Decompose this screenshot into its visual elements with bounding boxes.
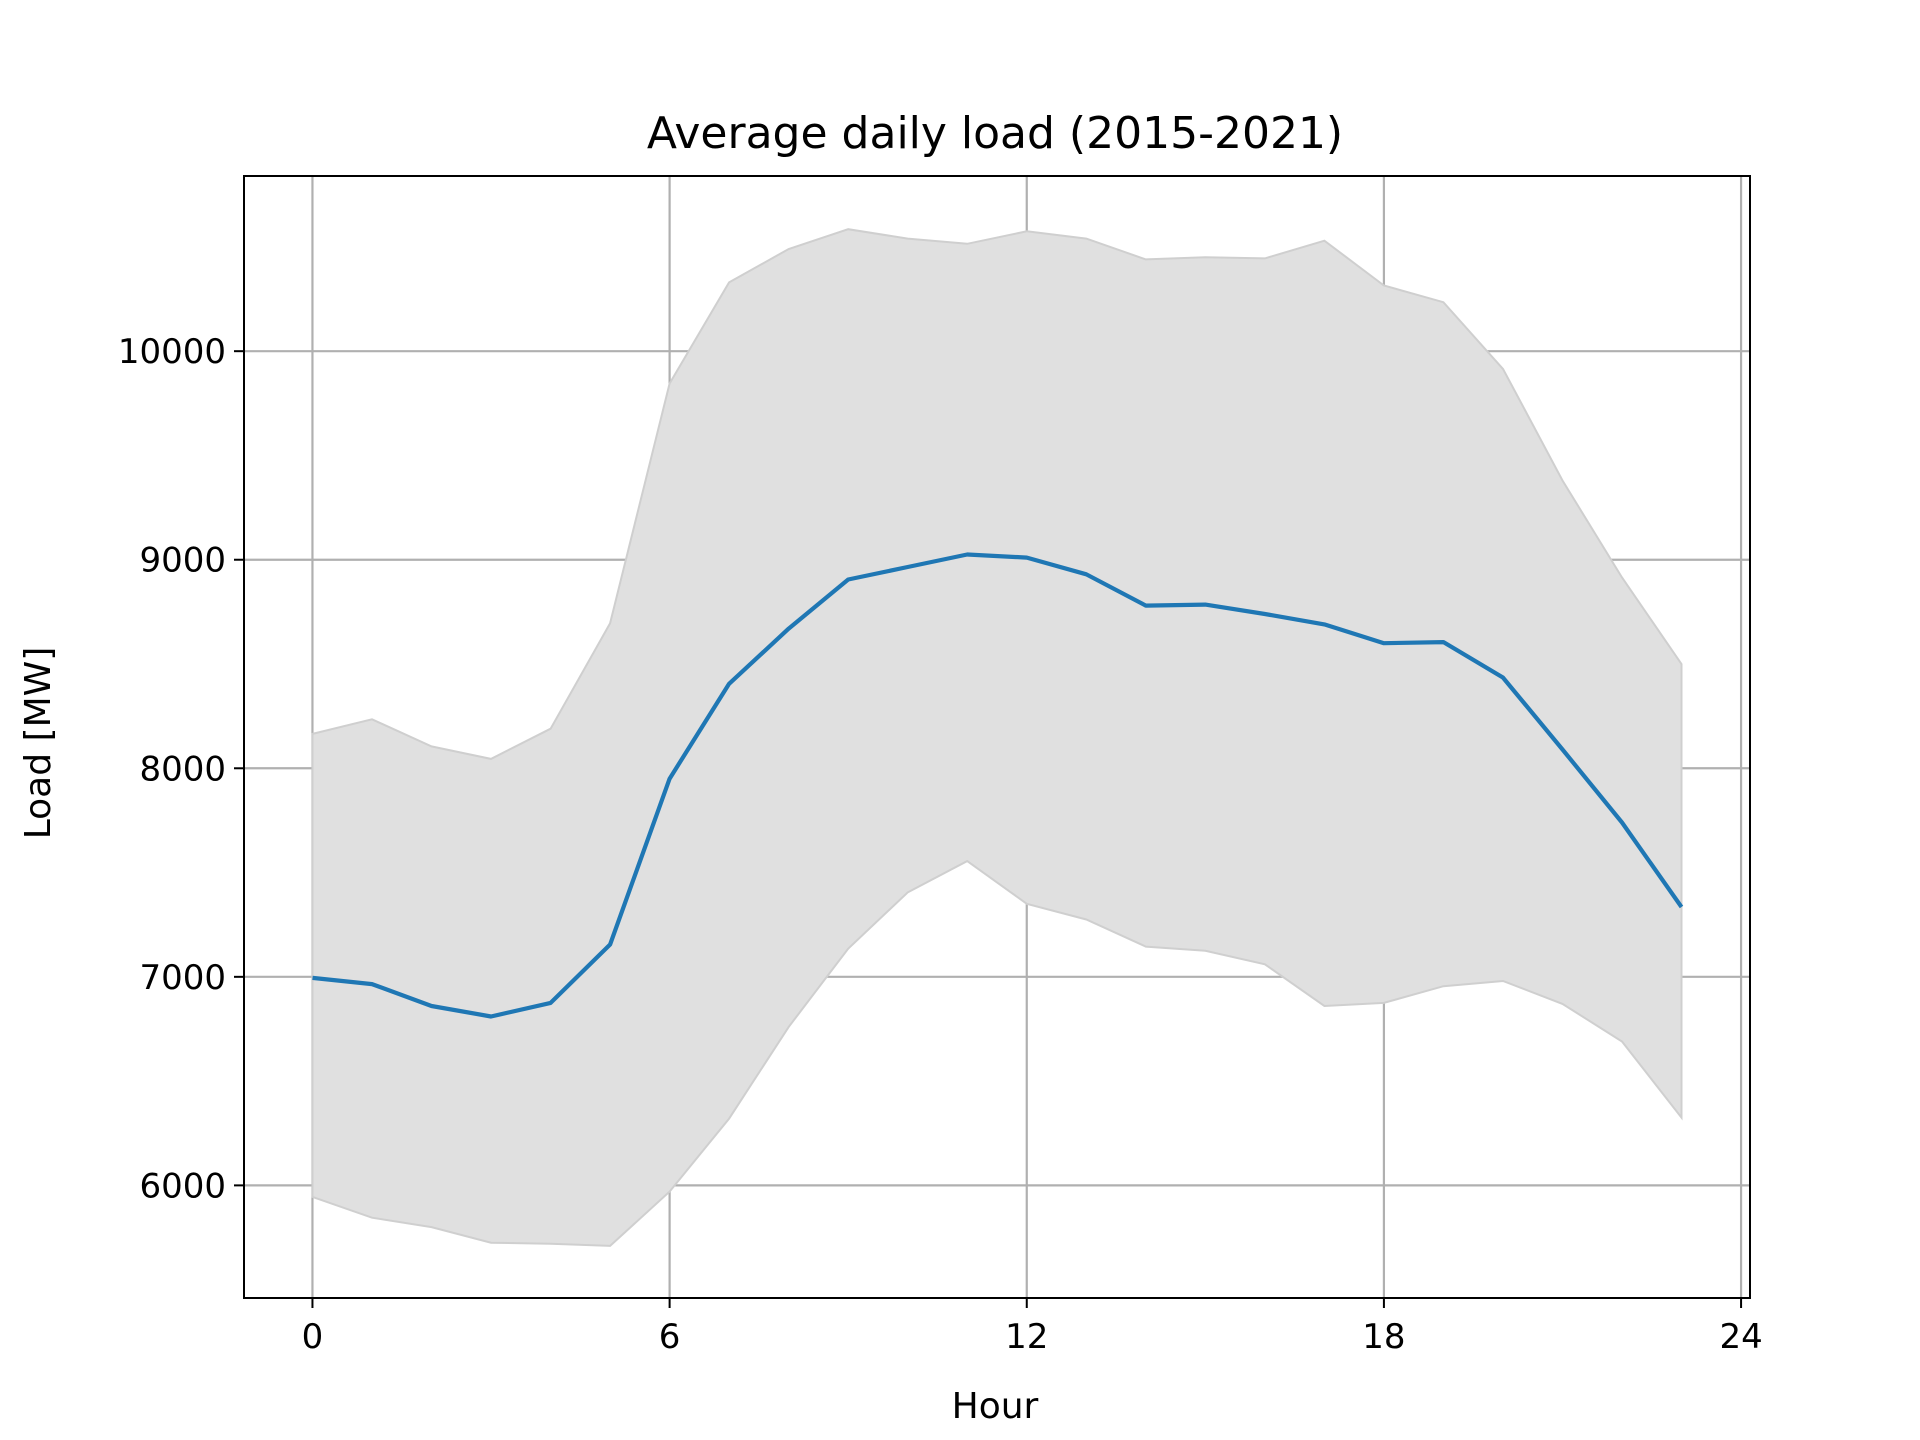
x-tick-label: 0 <box>302 1317 324 1357</box>
average-load-line <box>312 552 1684 1019</box>
y-tick-label: 10000 <box>118 332 226 372</box>
x-tick-label: 12 <box>1005 1317 1048 1357</box>
x-tick-label: 24 <box>1719 1317 1762 1357</box>
y-axis-label: Load [MW] <box>18 647 59 840</box>
chart-title: Average daily load (2015-2021) <box>647 108 1343 159</box>
y-tick-label: 9000 <box>139 541 226 581</box>
y-tick-label: 7000 <box>139 958 226 998</box>
variability-band <box>311 228 1683 1247</box>
x-tick-label: 6 <box>659 1317 681 1357</box>
plot-frame <box>243 175 1751 1299</box>
ticks-layer: 0 6 12 18 24 6000 7000 8000 9000 10000 <box>118 332 1763 1357</box>
y-tick-label: 6000 <box>139 1166 226 1206</box>
x-axis-label: Hour <box>952 1386 1039 1427</box>
x-tick-label: 18 <box>1362 1317 1405 1357</box>
y-tick-label: 8000 <box>139 749 226 789</box>
